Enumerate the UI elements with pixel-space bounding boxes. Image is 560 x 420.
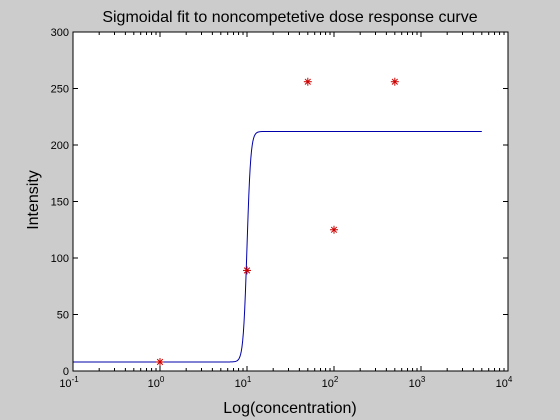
x-tick-label: 100 <box>148 375 165 390</box>
y-tick-label: 150 <box>51 197 69 209</box>
plot-area <box>73 32 508 371</box>
y-axis-label: Intensity <box>25 170 42 230</box>
y-tick-label: 100 <box>51 253 69 265</box>
x-tick-base: 10 <box>409 378 421 390</box>
x-axis-label: Log(concentration) <box>223 400 356 417</box>
data-point <box>243 266 251 275</box>
x-tick-exponent: 1 <box>247 375 252 384</box>
fit-curve-layer <box>73 130 482 363</box>
y-tick-label: 300 <box>51 27 69 39</box>
x-tick-base: 10 <box>496 378 508 390</box>
x-tick-exponent: 3 <box>421 375 426 384</box>
x-tick-base: 10 <box>235 378 247 390</box>
x-tick-label: 103 <box>409 375 426 390</box>
x-tick-exponent: -1 <box>72 375 80 384</box>
x-tick-exponent: 0 <box>160 375 165 384</box>
chart-title: Sigmoidal fit to noncompetetive dose res… <box>102 9 477 26</box>
y-tick-label: 50 <box>57 310 69 322</box>
x-tick-base: 10 <box>59 378 71 390</box>
data-point <box>303 77 312 86</box>
x-tick-label: 101 <box>235 375 252 390</box>
x-tick-base: 10 <box>322 378 334 390</box>
data-point <box>330 225 338 234</box>
data-point <box>156 357 164 366</box>
data-point <box>390 77 399 86</box>
y-tick-label: 0 <box>63 366 69 378</box>
x-tick-label: 10-1 <box>59 375 79 390</box>
x-tick-label: 104 <box>496 375 513 390</box>
data-markers-layer <box>156 77 399 366</box>
fit-curve <box>73 130 482 363</box>
x-tick-exponent: 4 <box>508 375 513 384</box>
y-tick-label: 250 <box>51 84 69 96</box>
x-tick-base: 10 <box>148 378 160 390</box>
x-tick-exponent: 2 <box>334 375 339 384</box>
y-tick-label: 200 <box>51 140 69 152</box>
x-tick-label: 102 <box>322 375 339 390</box>
